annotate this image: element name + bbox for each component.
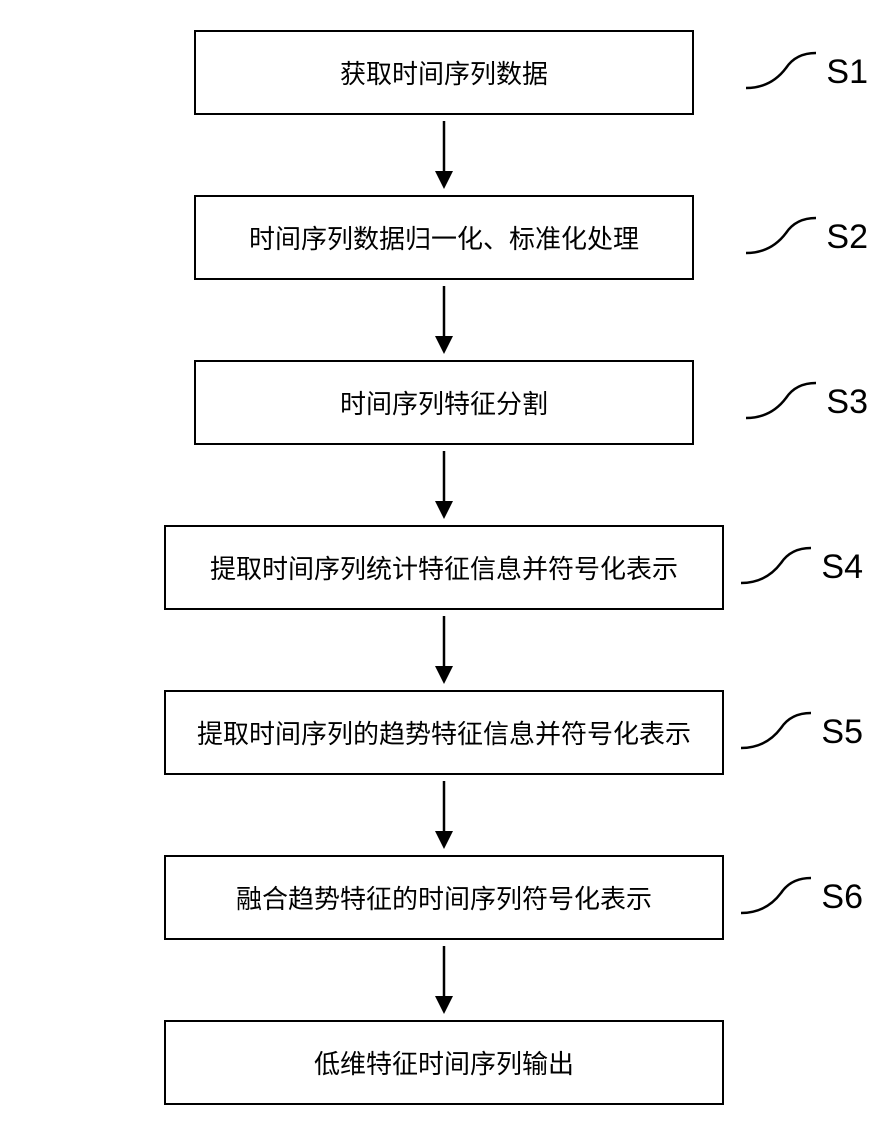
step-label: S3	[826, 383, 868, 422]
step-text: 融合趋势特征的时间序列符号化表示	[236, 879, 652, 916]
step-box-6: 融合趋势特征的时间序列符号化表示	[164, 855, 724, 940]
step-box-1: 获取时间序列数据	[194, 30, 694, 115]
step-label: S4	[821, 548, 863, 587]
step-label: S1	[826, 53, 868, 92]
step-box-4: 提取时间序列统计特征信息并符号化表示	[164, 525, 724, 610]
connector-curve-icon	[746, 378, 816, 428]
step-row: 融合趋势特征的时间序列符号化表示 S6	[80, 855, 808, 940]
step-label-group: S5	[741, 708, 863, 758]
step-box-3: 时间序列特征分割	[194, 360, 694, 445]
step-row: 提取时间序列统计特征信息并符号化表示 S4	[80, 525, 808, 610]
arrow-down	[80, 115, 808, 195]
step-label-group: S6	[741, 873, 863, 923]
step-row: 获取时间序列数据 S1	[80, 30, 808, 115]
step-label-group: S2	[746, 213, 868, 263]
arrow-down-icon	[429, 616, 459, 684]
step-text: 时间序列特征分割	[340, 384, 548, 421]
arrow-down	[80, 940, 808, 1020]
arrow-down-icon	[429, 781, 459, 849]
connector-curve-icon	[746, 48, 816, 98]
arrow-down	[80, 445, 808, 525]
step-label-group: S3	[746, 378, 868, 428]
step-label: S2	[826, 218, 868, 257]
connector-curve-icon	[741, 708, 811, 758]
arrow-down	[80, 775, 808, 855]
step-text: 低维特征时间序列输出	[314, 1044, 574, 1081]
step-text: 提取时间序列统计特征信息并符号化表示	[210, 549, 678, 586]
step-row: 提取时间序列的趋势特征信息并符号化表示 S5	[80, 690, 808, 775]
step-label: S5	[821, 713, 863, 752]
step-row: 时间序列特征分割 S3	[80, 360, 808, 445]
step-row: 时间序列数据归一化、标准化处理 S2	[80, 195, 808, 280]
arrow-down	[80, 280, 808, 360]
arrow-down-icon	[429, 286, 459, 354]
step-label-group: S4	[741, 543, 863, 593]
step-text: 时间序列数据归一化、标准化处理	[249, 219, 639, 256]
step-label: S6	[821, 878, 863, 917]
step-box-5: 提取时间序列的趋势特征信息并符号化表示	[164, 690, 724, 775]
step-row: 低维特征时间序列输出	[80, 1020, 808, 1105]
step-label-group: S1	[746, 48, 868, 98]
connector-curve-icon	[741, 873, 811, 923]
arrow-down	[80, 610, 808, 690]
step-box-2: 时间序列数据归一化、标准化处理	[194, 195, 694, 280]
step-box-7: 低维特征时间序列输出	[164, 1020, 724, 1105]
flowchart-container: 获取时间序列数据 S1 时间序列数据归一化、标准化处理 S2	[80, 30, 808, 1105]
step-text: 获取时间序列数据	[340, 54, 548, 91]
arrow-down-icon	[429, 451, 459, 519]
step-text: 提取时间序列的趋势特征信息并符号化表示	[197, 714, 691, 751]
arrow-down-icon	[429, 946, 459, 1014]
connector-curve-icon	[741, 543, 811, 593]
connector-curve-icon	[746, 213, 816, 263]
arrow-down-icon	[429, 121, 459, 189]
